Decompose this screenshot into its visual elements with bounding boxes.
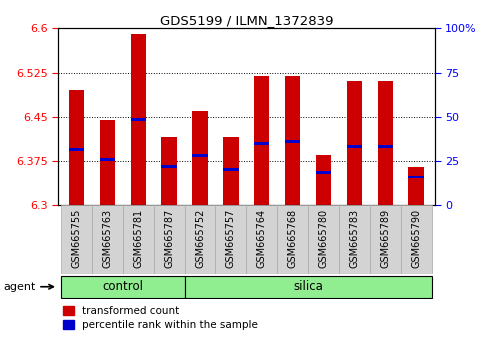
Bar (215, 205, 246, 274)
Bar (339, 205, 370, 274)
Text: GSM665783: GSM665783 (349, 209, 359, 268)
Bar (401, 205, 432, 274)
Text: GSM665787: GSM665787 (164, 209, 174, 268)
Bar (277, 205, 308, 274)
Bar (254, 142, 270, 145)
Text: GSM665752: GSM665752 (195, 209, 205, 268)
Bar (378, 81, 393, 205)
Text: GSM665790: GSM665790 (411, 209, 421, 268)
Bar (123, 205, 154, 274)
Bar (99, 120, 115, 205)
Text: silica: silica (293, 280, 323, 293)
Text: GSM665781: GSM665781 (133, 209, 143, 268)
Legend: transformed count, percentile rank within the sample: transformed count, percentile rank withi… (63, 306, 258, 330)
Text: GSM665757: GSM665757 (226, 209, 236, 268)
Bar (316, 155, 331, 205)
Bar (254, 75, 270, 205)
Bar (223, 169, 239, 171)
Title: GDS5199 / ILMN_1372839: GDS5199 / ILMN_1372839 (159, 14, 333, 27)
Bar (370, 205, 401, 274)
Bar (92, 205, 123, 274)
Bar (154, 205, 185, 274)
Bar (130, 34, 146, 205)
Text: GSM665789: GSM665789 (380, 209, 390, 268)
Text: GSM665780: GSM665780 (318, 209, 328, 268)
Text: control: control (102, 280, 143, 293)
Bar (185, 275, 432, 298)
Bar (308, 205, 339, 274)
Bar (192, 111, 208, 205)
Bar (61, 205, 92, 274)
Bar (316, 171, 331, 175)
Bar (378, 145, 393, 148)
Bar (285, 75, 300, 205)
Bar (409, 167, 424, 205)
Bar (285, 140, 300, 143)
Text: GSM665768: GSM665768 (288, 209, 298, 268)
Text: agent: agent (3, 282, 53, 292)
Bar (161, 166, 177, 169)
Bar (347, 81, 362, 205)
Text: GSM665763: GSM665763 (102, 209, 113, 268)
Bar (130, 118, 146, 121)
Bar (161, 137, 177, 205)
Text: GSM665755: GSM665755 (71, 209, 82, 268)
Bar (246, 205, 277, 274)
Bar (61, 275, 185, 298)
Bar (69, 90, 84, 205)
Bar (223, 137, 239, 205)
Bar (192, 154, 208, 157)
Bar (69, 148, 84, 151)
Text: GSM665764: GSM665764 (257, 209, 267, 268)
Bar (347, 145, 362, 148)
Bar (409, 176, 424, 178)
Bar (185, 205, 215, 274)
Bar (99, 158, 115, 161)
